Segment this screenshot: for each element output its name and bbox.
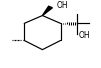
- Text: OH: OH: [57, 1, 68, 10]
- Text: OH: OH: [79, 31, 90, 40]
- Polygon shape: [42, 6, 52, 16]
